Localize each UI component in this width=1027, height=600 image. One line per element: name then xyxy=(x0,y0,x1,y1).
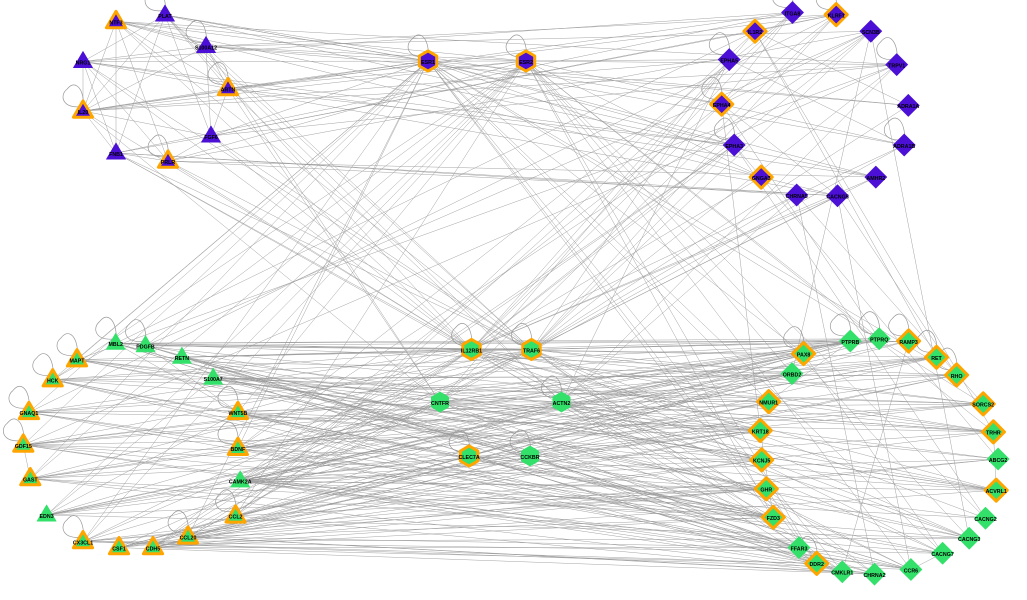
svg-text:RET: RET xyxy=(931,356,942,362)
svg-text:PDGFB: PDGFB xyxy=(136,345,155,351)
svg-text:HCK: HCK xyxy=(47,379,59,385)
svg-text:ADRA1B: ADRA1B xyxy=(893,144,915,150)
svg-text:ABCG2: ABCG2 xyxy=(989,458,1008,464)
svg-text:CX3CL1: CX3CL1 xyxy=(73,540,93,546)
svg-text:IL20: IL20 xyxy=(78,110,89,116)
svg-text:EPHA4: EPHA4 xyxy=(713,103,731,109)
svg-text:NTF3: NTF3 xyxy=(109,20,122,26)
svg-text:FGF6: FGF6 xyxy=(204,135,218,141)
svg-text:SORCS2: SORCS2 xyxy=(972,403,994,409)
svg-text:CCKBR: CCKBR xyxy=(520,455,539,461)
svg-text:CCL2: CCL2 xyxy=(229,515,243,521)
svg-text:ORBD2: ORBD2 xyxy=(783,372,802,378)
svg-text:PLAT: PLAT xyxy=(158,14,172,20)
svg-text:CAMK2A: CAMK2A xyxy=(229,480,252,486)
svg-text:EDN3: EDN3 xyxy=(40,514,54,520)
svg-text:GNAQ1: GNAQ1 xyxy=(19,411,38,417)
svg-text:ESR1: ESR1 xyxy=(421,60,435,66)
svg-text:CACNG3: CACNG3 xyxy=(958,537,980,543)
svg-text:CSF1: CSF1 xyxy=(112,546,126,552)
svg-text:KCNJ5: KCNJ5 xyxy=(753,459,770,465)
svg-text:CHRNA2: CHRNA2 xyxy=(863,573,885,579)
svg-text:CHRNA5: CHRNA5 xyxy=(786,194,808,200)
svg-text:TRAF6: TRAF6 xyxy=(523,348,540,354)
svg-text:PAX8: PAX8 xyxy=(797,352,810,358)
svg-text:FNB1: FNB1 xyxy=(109,152,123,158)
svg-text:BDNF: BDNF xyxy=(231,447,246,453)
svg-text:RAMP3: RAMP3 xyxy=(899,340,918,346)
svg-text:EPHA5: EPHA5 xyxy=(720,58,738,64)
svg-text:GNGA3: GNGA3 xyxy=(752,176,771,182)
svg-text:AMHR2: AMHR2 xyxy=(866,176,885,182)
svg-text:GAST: GAST xyxy=(23,477,38,483)
svg-text:KRT18: KRT18 xyxy=(752,429,769,435)
svg-text:CACNG2: CACNG2 xyxy=(974,517,996,523)
svg-text:MAPT: MAPT xyxy=(69,359,85,365)
svg-text:FZD3: FZD3 xyxy=(767,516,780,522)
svg-text:PTPRB: PTPRB xyxy=(841,340,859,346)
svg-text:ACTN2: ACTN2 xyxy=(553,401,571,407)
svg-text:CMKLR1: CMKLR1 xyxy=(831,571,853,577)
svg-text:EPHA3: EPHA3 xyxy=(725,144,743,150)
svg-text:SCN3B: SCN3B xyxy=(862,30,880,36)
svg-text:ESR2: ESR2 xyxy=(519,60,533,66)
svg-text:ACVRL1: ACVRL1 xyxy=(986,489,1007,495)
svg-text:TRHR: TRHR xyxy=(986,431,1001,437)
svg-text:CACNG7: CACNG7 xyxy=(931,552,953,558)
svg-text:CLEC7A: CLEC7A xyxy=(458,455,479,461)
svg-text:ITGA8: ITGA8 xyxy=(785,11,801,17)
svg-text:S100A7: S100A7 xyxy=(204,377,223,383)
svg-text:TRPV1: TRPV1 xyxy=(888,63,905,69)
svg-text:S100A12: S100A12 xyxy=(195,45,217,51)
svg-text:CACNG5: CACNG5 xyxy=(826,195,848,201)
svg-text:ARTN: ARTN xyxy=(221,87,236,93)
svg-text:NRG1: NRG1 xyxy=(76,60,91,66)
svg-text:PTPRQ: PTPRQ xyxy=(870,338,888,344)
svg-text:DDR2: DDR2 xyxy=(809,562,823,568)
svg-text:WNT5B: WNT5B xyxy=(228,411,247,417)
svg-text:KLRF1: KLRF1 xyxy=(828,13,845,19)
svg-text:NMUR1: NMUR1 xyxy=(759,400,778,406)
svg-text:IL1R2: IL1R2 xyxy=(748,30,762,36)
svg-text:PRLR: PRLR xyxy=(161,160,176,166)
svg-text:IL12RB1: IL12RB1 xyxy=(461,348,482,354)
svg-text:GHR: GHR xyxy=(760,488,772,494)
svg-text:ADRA1A: ADRA1A xyxy=(897,104,919,110)
svg-text:CCL20: CCL20 xyxy=(180,536,197,542)
svg-text:FFAR3: FFAR3 xyxy=(791,546,808,552)
svg-text:CNTFR: CNTFR xyxy=(431,401,449,407)
svg-text:GDF15: GDF15 xyxy=(15,444,32,450)
svg-text:MBL2: MBL2 xyxy=(108,342,122,348)
svg-text:RHO: RHO xyxy=(951,374,963,380)
svg-text:CDH5: CDH5 xyxy=(146,546,160,552)
svg-text:RETN: RETN xyxy=(175,356,190,362)
svg-text:CCR6: CCR6 xyxy=(904,568,918,574)
